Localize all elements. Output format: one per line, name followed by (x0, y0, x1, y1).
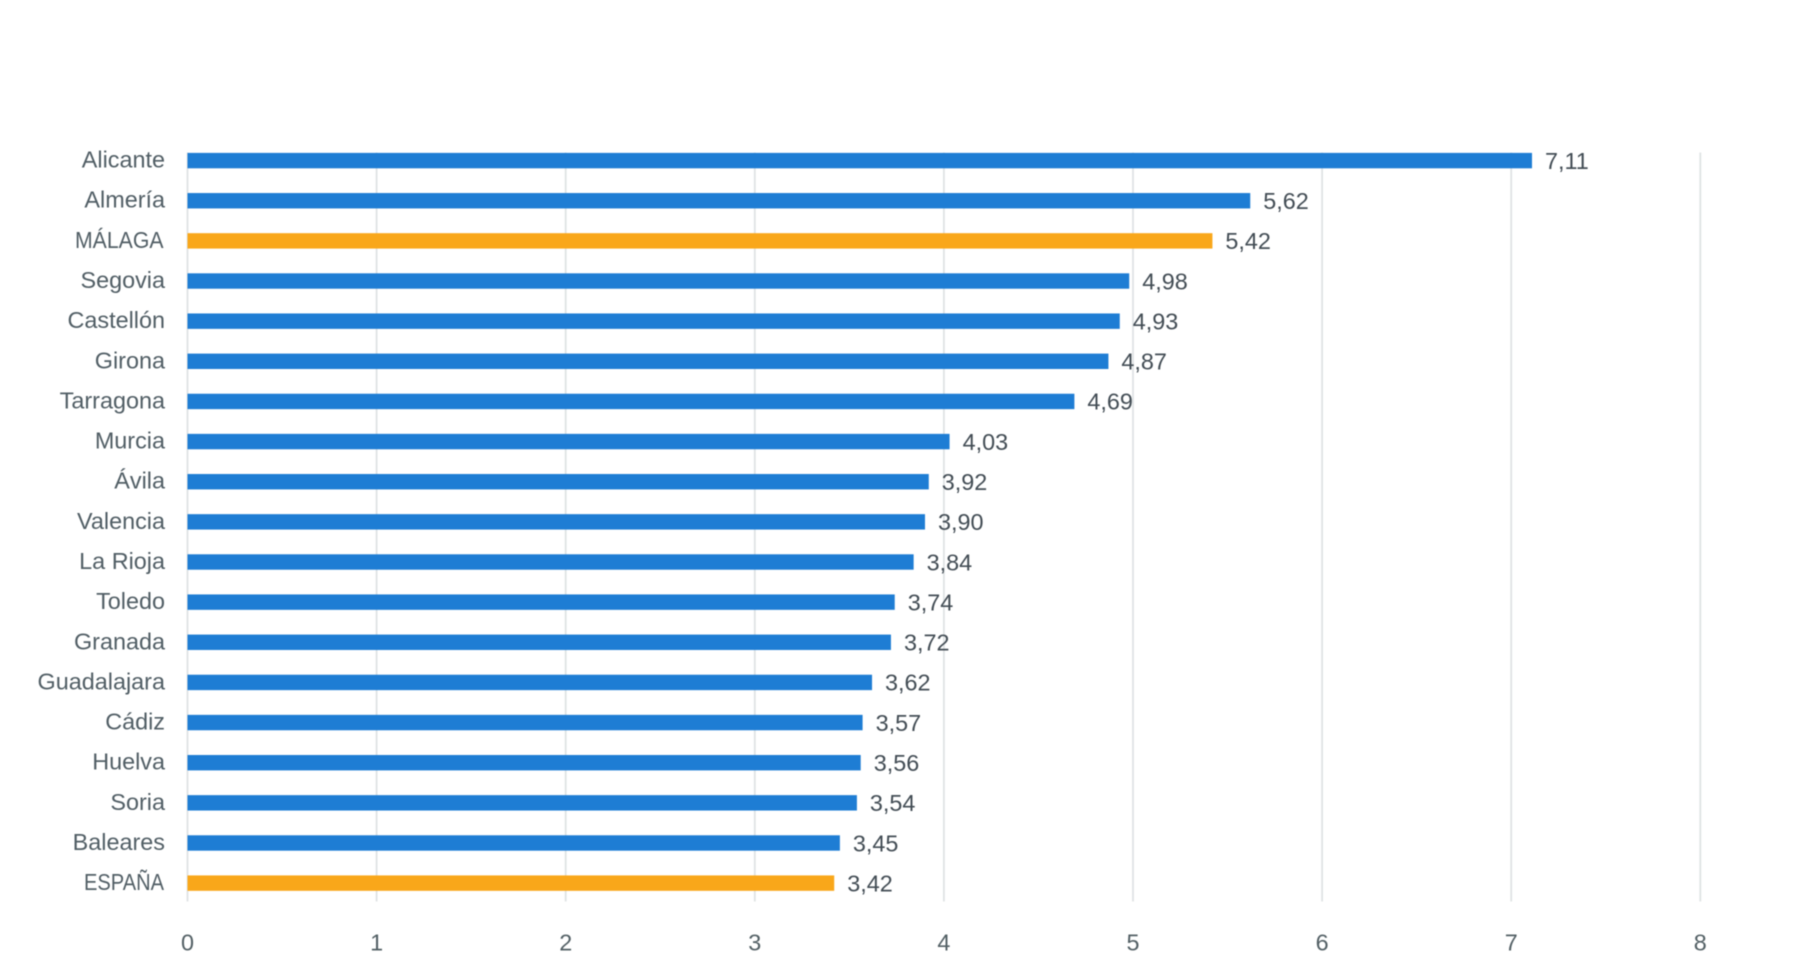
svg-text:ESPAÑA: ESPAÑA (84, 869, 164, 895)
svg-text:3,62: 3,62 (885, 670, 931, 696)
svg-text:3,57: 3,57 (876, 710, 922, 736)
svg-text:Alicante: Alicante (82, 147, 165, 173)
svg-text:Huelva: Huelva (92, 749, 166, 775)
svg-text:1: 1 (370, 930, 383, 956)
svg-text:3,84: 3,84 (927, 549, 973, 575)
svg-text:3,42: 3,42 (847, 870, 893, 896)
svg-text:Castellón: Castellón (67, 307, 165, 333)
svg-text:Toledo: Toledo (96, 588, 165, 614)
svg-text:Girona: Girona (95, 347, 166, 373)
svg-text:Soria: Soria (110, 789, 166, 815)
svg-text:Segovia: Segovia (80, 267, 166, 293)
svg-text:3,90: 3,90 (938, 509, 984, 535)
svg-text:3,56: 3,56 (874, 750, 920, 776)
svg-text:8: 8 (1694, 930, 1707, 956)
svg-text:4,98: 4,98 (1142, 268, 1188, 294)
svg-text:3,74: 3,74 (908, 589, 954, 615)
svg-text:3,72: 3,72 (904, 630, 950, 656)
svg-text:0: 0 (181, 930, 194, 956)
svg-text:3,45: 3,45 (853, 830, 899, 856)
svg-text:Guadalajara: Guadalajara (38, 668, 166, 694)
svg-text:3: 3 (748, 930, 761, 956)
svg-text:Valencia: Valencia (77, 508, 166, 534)
svg-text:4,93: 4,93 (1133, 308, 1179, 334)
svg-text:5,42: 5,42 (1225, 228, 1271, 254)
svg-text:Murcia: Murcia (95, 428, 166, 454)
svg-text:5,62: 5,62 (1263, 188, 1309, 214)
svg-text:6: 6 (1316, 930, 1329, 956)
svg-text:3,54: 3,54 (870, 790, 916, 816)
svg-text:4,87: 4,87 (1121, 349, 1167, 375)
svg-text:4,69: 4,69 (1087, 389, 1133, 415)
svg-text:3,92: 3,92 (942, 469, 988, 495)
svg-text:Baleares: Baleares (73, 829, 165, 855)
svg-text:4: 4 (937, 930, 950, 956)
svg-text:La Rioja: La Rioja (79, 548, 166, 574)
svg-text:7: 7 (1505, 930, 1518, 956)
svg-text:4,03: 4,03 (963, 429, 1009, 455)
svg-text:Granada: Granada (74, 628, 166, 654)
svg-text:MÁLAGA: MÁLAGA (75, 227, 164, 253)
svg-text:Almería: Almería (84, 187, 166, 213)
svg-text:5: 5 (1126, 930, 1139, 956)
svg-text:Tarragona: Tarragona (60, 387, 166, 413)
svg-text:7,11: 7,11 (1545, 148, 1589, 174)
svg-text:Ávila: Ávila (114, 468, 166, 494)
svg-text:2: 2 (559, 930, 572, 956)
svg-text:Cádiz: Cádiz (105, 709, 165, 735)
